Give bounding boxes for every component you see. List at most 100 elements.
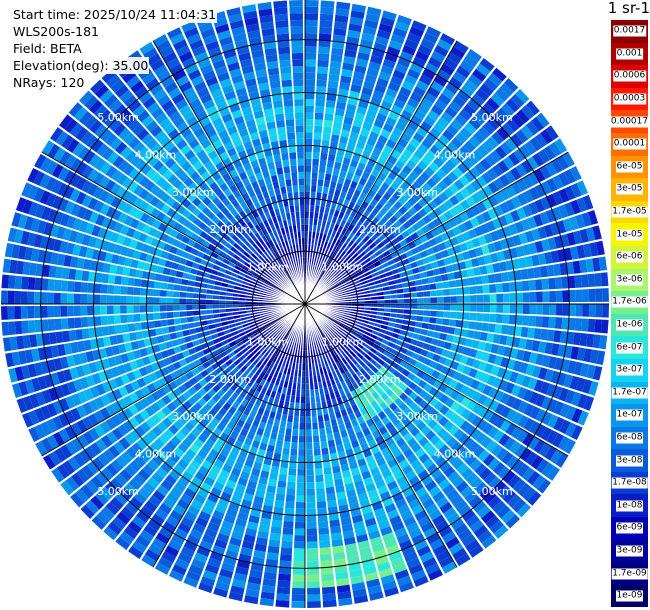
range-gate-cell xyxy=(388,402,398,412)
range-gate-cell xyxy=(325,106,335,115)
range-gate-cell xyxy=(592,334,601,349)
range-gate-cell xyxy=(462,286,470,295)
range-gate-cell xyxy=(320,332,325,340)
range-gate-cell xyxy=(586,364,596,379)
range-gate-cell xyxy=(417,143,429,155)
range-gate-cell xyxy=(429,127,442,139)
range-gate-cell xyxy=(156,484,170,497)
range-gate-cell xyxy=(205,299,213,304)
range-gate-cell xyxy=(572,260,581,274)
range-gate-cell xyxy=(183,576,199,588)
range-gate-cell xyxy=(371,168,381,178)
range-gate-cell xyxy=(324,329,330,336)
range-gate-cell xyxy=(297,376,302,384)
range-gate-cell xyxy=(328,446,337,454)
range-gate-cell xyxy=(505,137,518,151)
range-gate-cell xyxy=(146,313,154,321)
range-gate-cell xyxy=(573,361,583,376)
range-gate-cell xyxy=(186,432,197,443)
range-gate-cell xyxy=(394,63,409,74)
range-gate-cell xyxy=(58,428,71,443)
range-gate-cell xyxy=(364,143,374,153)
range-gate-cell xyxy=(367,489,379,499)
range-gate-cell xyxy=(320,560,333,568)
range-gate-cell xyxy=(352,365,360,374)
range-gate-cell xyxy=(370,300,378,304)
range-gate-cell xyxy=(487,181,499,194)
range-gate-cell xyxy=(322,279,329,286)
range-gate-cell xyxy=(333,330,340,337)
range-gate-cell xyxy=(408,170,420,181)
range-gate-cell xyxy=(179,311,187,318)
range-gate-cell xyxy=(469,166,481,179)
range-gate-cell xyxy=(95,471,109,486)
range-gate-cell xyxy=(345,392,354,401)
range-gate-cell xyxy=(153,305,160,312)
range-gate-cell xyxy=(327,153,336,162)
range-gate-cell xyxy=(302,356,305,364)
range-gate-cell xyxy=(440,63,455,76)
range-gate-cell xyxy=(356,106,367,115)
range-gate-cell xyxy=(398,215,408,225)
range-gate-cell xyxy=(265,359,272,367)
range-gate-cell xyxy=(222,463,233,474)
range-gate-cell xyxy=(367,386,376,395)
range-gate-cell xyxy=(340,463,350,472)
range-gate-cell xyxy=(383,228,392,237)
range-gate-cell xyxy=(368,337,376,344)
range-gate-cell xyxy=(278,336,284,343)
range-gate-cell xyxy=(334,108,345,117)
range-gate-cell xyxy=(249,395,257,405)
range-gate-cell xyxy=(286,347,291,355)
range-gate-cell xyxy=(461,320,470,329)
range-gate-cell xyxy=(401,416,412,427)
range-gate-cell xyxy=(212,427,223,438)
range-gate-cell xyxy=(427,110,440,122)
range-gate-cell xyxy=(381,338,390,346)
range-gate-cell xyxy=(323,321,330,328)
range-gate-cell xyxy=(564,389,576,404)
range-gate-cell xyxy=(123,526,138,540)
range-gate-cell xyxy=(383,334,392,342)
range-gate-cell xyxy=(397,308,404,314)
range-gate-cell xyxy=(427,189,438,200)
range-gate-cell xyxy=(461,278,470,287)
range-gate-cell xyxy=(575,304,583,317)
range-gate-cell xyxy=(552,174,564,190)
range-gate-cell xyxy=(267,345,274,353)
range-gate-cell xyxy=(326,399,333,408)
range-gate-cell xyxy=(398,581,414,593)
range-gate-cell xyxy=(530,116,545,132)
range-gate-cell xyxy=(331,237,338,245)
range-gate-cell xyxy=(361,470,372,480)
range-gate-cell xyxy=(345,370,352,379)
range-gate-cell xyxy=(437,69,451,82)
range-gate-cell xyxy=(222,375,231,384)
range-gate-cell xyxy=(582,289,590,302)
range-gate-cell xyxy=(402,164,413,175)
range-gate-cell xyxy=(540,427,553,442)
range-gate-cell xyxy=(448,379,459,389)
range-gate-cell xyxy=(285,501,295,509)
range-gate-cell xyxy=(329,60,342,69)
range-gate-cell xyxy=(517,415,529,428)
range-gate-cell xyxy=(489,150,502,163)
range-gate-cell xyxy=(235,483,246,493)
range-gate-cell xyxy=(458,108,472,122)
range-gate-cell xyxy=(291,587,305,595)
range-gate-cell xyxy=(353,322,361,328)
range-gate-cell xyxy=(311,178,318,186)
range-gate-cell xyxy=(492,377,503,389)
range-gate-cell xyxy=(423,32,439,44)
range-gate-cell xyxy=(314,205,320,213)
range-gate-cell xyxy=(312,225,317,233)
range-gate-cell xyxy=(111,427,124,440)
range-gate-cell xyxy=(315,106,325,114)
range-gate-cell xyxy=(433,122,446,134)
range-gate-cell xyxy=(305,39,317,47)
range-gate-cell xyxy=(315,99,325,107)
range-gate-cell xyxy=(244,393,253,402)
range-gate-cell xyxy=(283,323,289,330)
range-gate-cell xyxy=(416,315,424,322)
range-gate-cell xyxy=(255,360,263,369)
